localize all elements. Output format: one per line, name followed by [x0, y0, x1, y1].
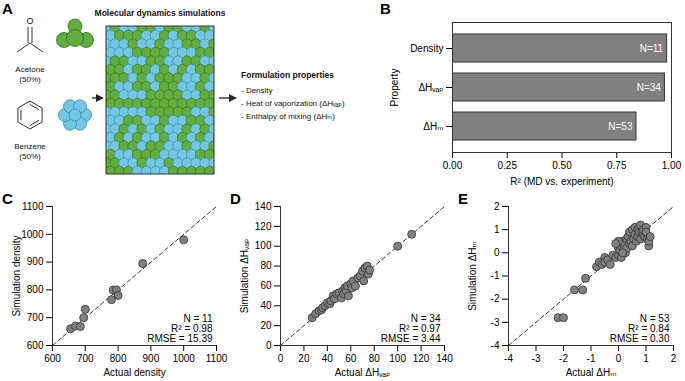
svg-text:-2: -2 — [491, 293, 500, 304]
svg-text:Acetone: Acetone — [15, 65, 45, 74]
svg-text:1100: 1100 — [22, 201, 44, 212]
svg-text:-4: -4 — [491, 340, 500, 351]
svg-text:Formulation properties: Formulation properties — [241, 70, 334, 80]
svg-text:60: 60 — [260, 280, 272, 291]
svg-text:-2: -2 — [559, 353, 568, 364]
svg-text:100: 100 — [389, 353, 406, 364]
svg-text:700: 700 — [27, 312, 44, 323]
svg-text:ΔHᵥₐₚ: ΔHᵥₐₚ — [418, 82, 443, 93]
svg-text:-1: -1 — [587, 353, 596, 364]
svg-text:Molecular dynamics simulations: Molecular dynamics simulations — [95, 8, 226, 18]
svg-text:N = 53R² = 0.84RMSE = 0.30: N = 53R² = 0.84RMSE = 0.30 — [610, 313, 670, 344]
svg-text:1: 1 — [494, 224, 500, 235]
svg-text:80: 80 — [260, 260, 272, 271]
svg-text:Simulation density: Simulation density — [11, 235, 22, 316]
html-text:B: B — [380, 0, 391, 17]
svg-text:100: 100 — [255, 240, 272, 251]
svg-text:140: 140 — [255, 201, 272, 212]
svg-text:N=34: N=34 — [637, 82, 662, 93]
svg-text:0: 0 — [616, 353, 622, 364]
svg-text:-3: -3 — [532, 353, 541, 364]
svg-text:Density: Density — [410, 43, 443, 54]
html-text:E: E — [458, 190, 468, 207]
svg-text:900: 900 — [143, 353, 160, 364]
svg-text:1.00: 1.00 — [662, 160, 682, 171]
svg-text:900: 900 — [27, 256, 44, 267]
svg-text:120: 120 — [255, 221, 272, 232]
svg-text:-1: -1 — [491, 270, 500, 281]
svg-text:N=53: N=53 — [608, 121, 633, 132]
svg-text:-3: -3 — [491, 317, 500, 328]
svg-text:N = 34R² = 0.97RMSE = 3.44: N = 34R² = 0.97RMSE = 3.44 — [381, 313, 441, 344]
svg-text:20: 20 — [260, 320, 272, 331]
svg-text:0.00: 0.00 — [443, 160, 463, 171]
svg-text:700: 700 — [77, 353, 94, 364]
svg-text:60: 60 — [345, 353, 357, 364]
svg-text:600: 600 — [27, 340, 44, 351]
svg-text:(50%): (50%) — [19, 152, 41, 161]
svg-text:20: 20 — [298, 353, 310, 364]
html-text:A: A — [2, 0, 13, 17]
svg-text:Property: Property — [389, 69, 400, 107]
svg-text:ΔHₘ: ΔHₘ — [423, 121, 443, 132]
svg-text:0: 0 — [278, 353, 284, 364]
svg-text:- Density: - Density — [241, 86, 273, 95]
svg-text:120: 120 — [413, 353, 430, 364]
svg-text:600: 600 — [44, 353, 61, 364]
html-text:D: D — [230, 190, 241, 207]
svg-text:1100: 1100 — [206, 353, 228, 364]
svg-text:1000: 1000 — [21, 229, 44, 240]
svg-text:- Enthalpy of mixing (ΔHₘ): - Enthalpy of mixing (ΔHₘ) — [241, 112, 335, 121]
svg-text:0: 0 — [494, 247, 500, 258]
svg-text:(50%): (50%) — [19, 75, 41, 84]
svg-text:Simulation ΔHₘ: Simulation ΔHₘ — [467, 241, 478, 311]
svg-text:0.50: 0.50 — [552, 160, 572, 171]
svg-text:- Heat of vaporization (ΔHᵥₐₚ): - Heat of vaporization (ΔHᵥₐₚ) — [241, 99, 345, 108]
svg-text:-4: -4 — [504, 353, 513, 364]
svg-text:R² (MD vs. experiment): R² (MD vs. experiment) — [510, 176, 613, 187]
svg-text:40: 40 — [322, 353, 334, 364]
svg-text:40: 40 — [260, 300, 272, 311]
svg-text:Actual ΔHᵥₐₚ: Actual ΔHᵥₐₚ — [335, 367, 391, 378]
svg-text:N=11: N=11 — [640, 43, 664, 54]
svg-text:2: 2 — [494, 201, 500, 212]
svg-text:Actual ΔHₘ: Actual ΔHₘ — [566, 367, 617, 378]
svg-text:800: 800 — [27, 284, 44, 295]
svg-text:O: O — [26, 16, 33, 26]
svg-text:1000: 1000 — [173, 353, 196, 364]
svg-text:800: 800 — [110, 353, 127, 364]
svg-text:N = 11R² = 0.98RMSE = 15.39: N = 11R² = 0.98RMSE = 15.39 — [147, 313, 213, 344]
svg-text:0.75: 0.75 — [607, 160, 627, 171]
svg-text:2: 2 — [671, 353, 677, 364]
svg-text:Benzene: Benzene — [14, 142, 46, 151]
svg-text:0: 0 — [266, 340, 272, 351]
svg-text:0.25: 0.25 — [498, 160, 518, 171]
svg-text:Actual density: Actual density — [103, 367, 165, 378]
svg-text:140: 140 — [436, 353, 453, 364]
svg-text:Simulation ΔHᵥₐₚ: Simulation ΔHᵥₐₚ — [239, 239, 250, 314]
svg-text:80: 80 — [369, 353, 381, 364]
html-text:C: C — [2, 190, 13, 207]
svg-text:1: 1 — [643, 353, 649, 364]
